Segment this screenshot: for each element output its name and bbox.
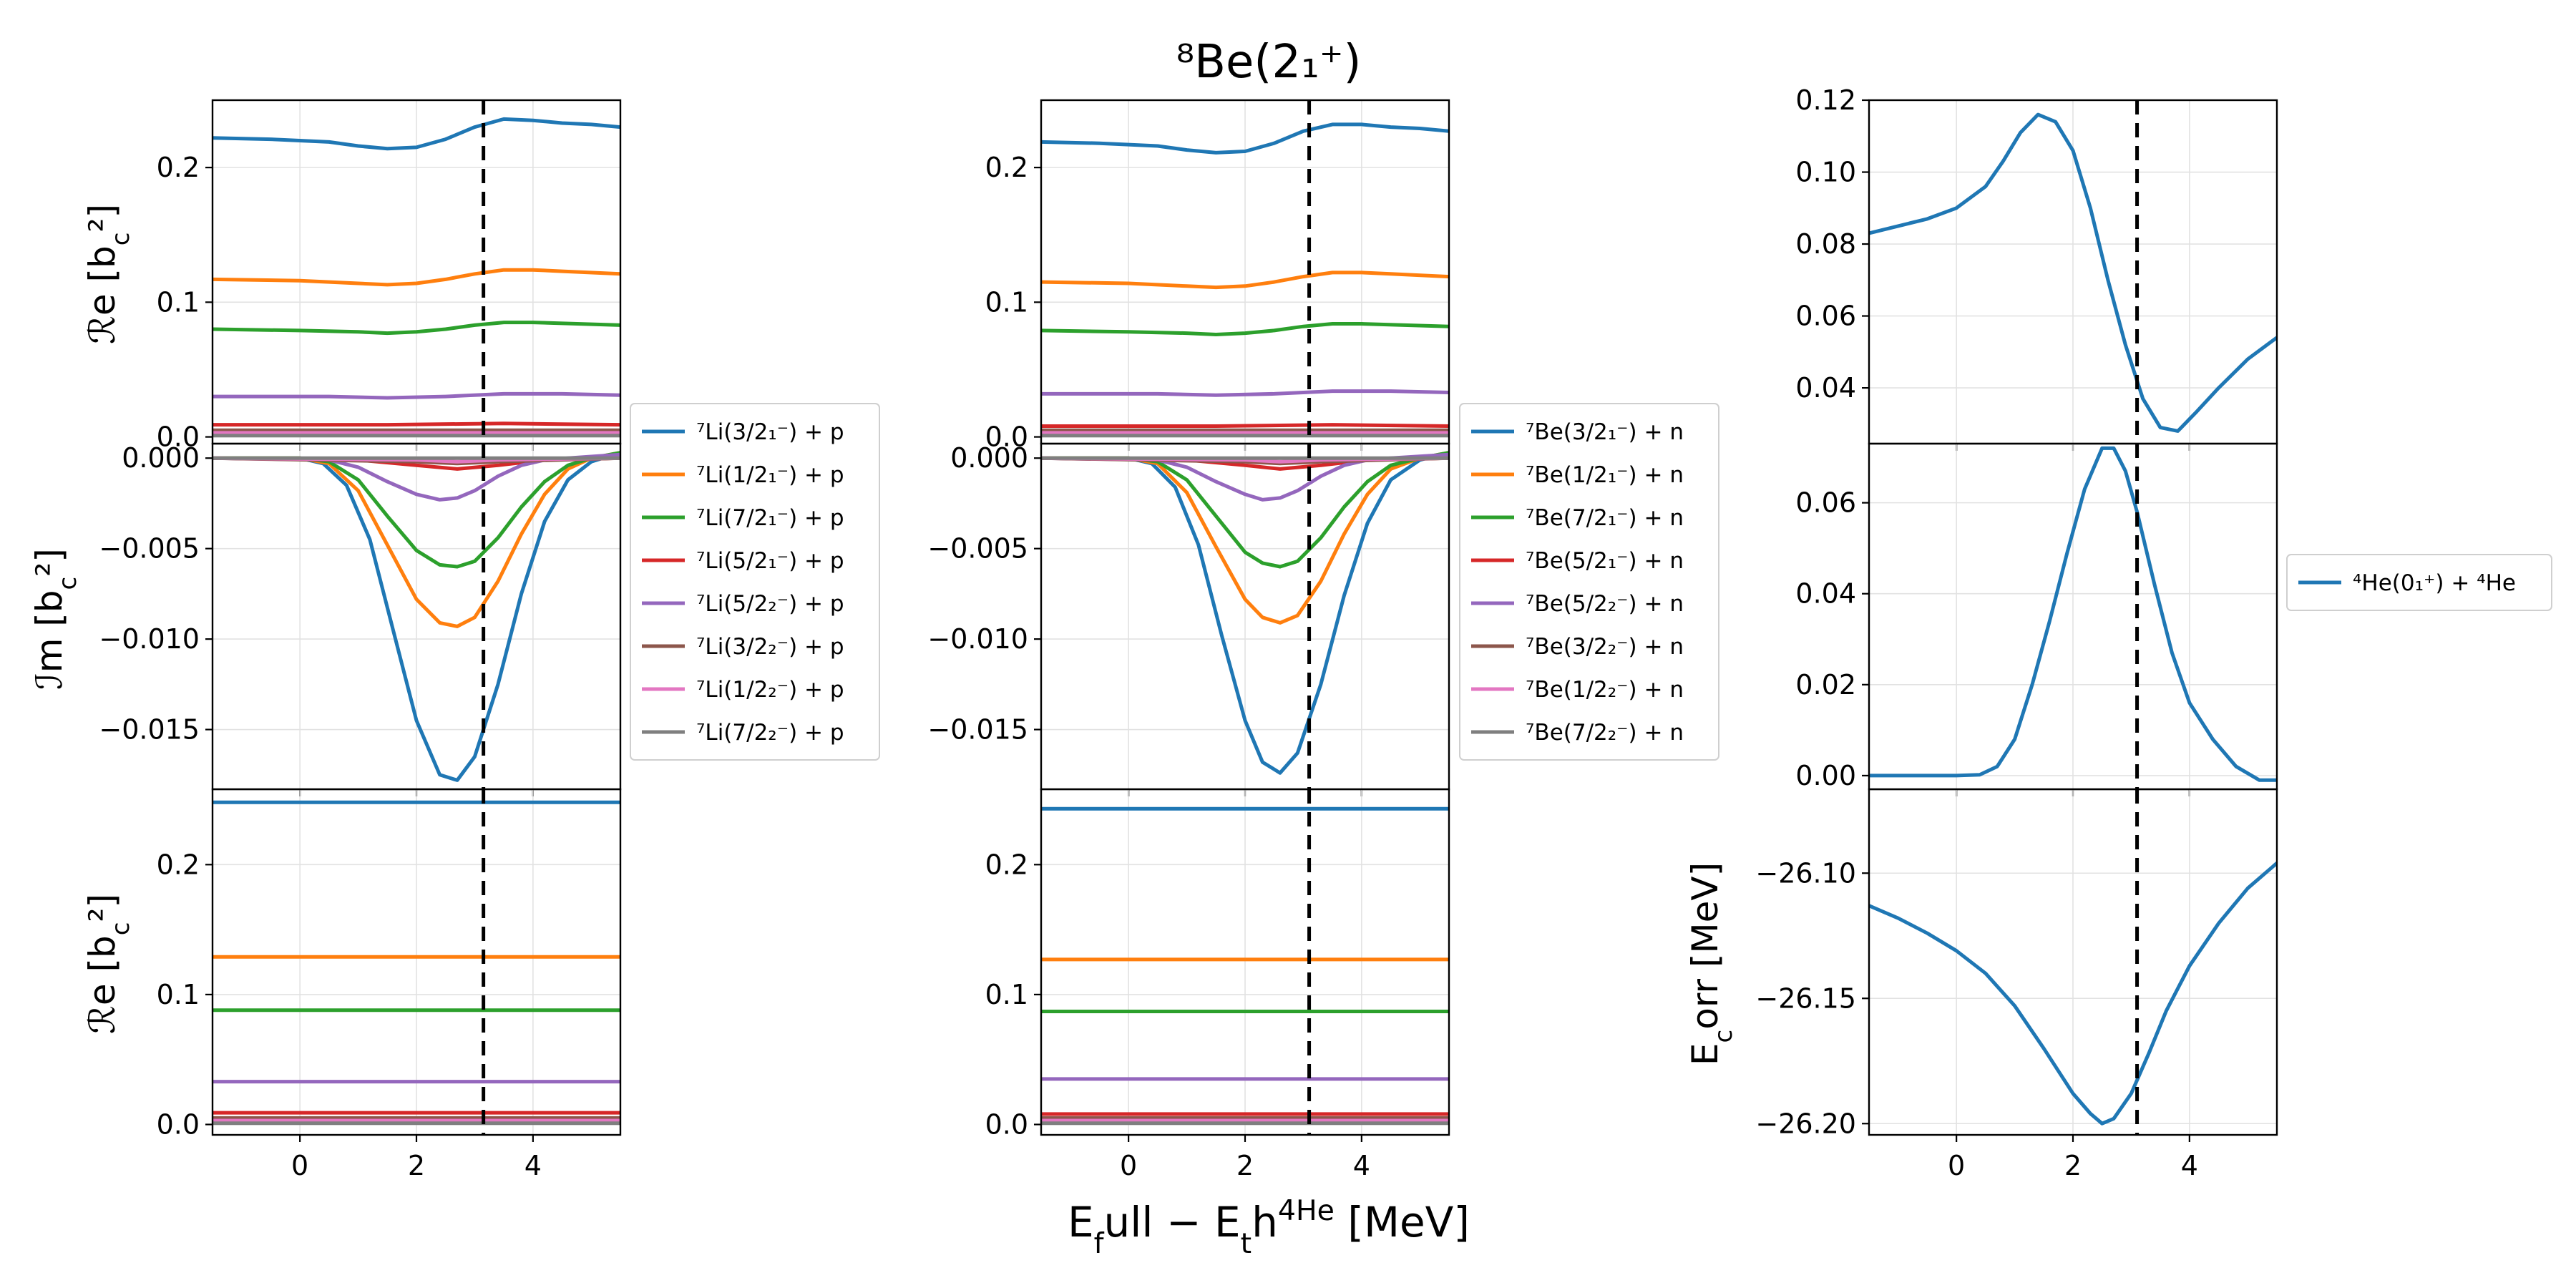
y-tick-label: 0.0 — [157, 421, 200, 453]
y-tick-label: 0.04 — [1795, 372, 1856, 404]
series-line-li-real-3 — [213, 421, 620, 427]
y-axis-label-real-bottom: ℛe [bc²] — [82, 894, 135, 1034]
panel-he-energy: −26.10 −26.15 −26.20 0 2 4 — [1755, 788, 2278, 1181]
y-tick-label: 0.000 — [950, 442, 1028, 474]
y-tick-label: 0.0 — [985, 421, 1028, 453]
x-tick-label: 2 — [408, 1150, 425, 1181]
legend-entry: ⁷Li(3/2₂⁻) + p — [696, 634, 844, 660]
x-tick-label: 2 — [2064, 1150, 2082, 1181]
series-line-he-energy-0 — [1869, 861, 2277, 1126]
y-tick-label: −0.015 — [99, 714, 200, 746]
series-line-li-imag-1 — [213, 451, 620, 628]
panel-li-imag: 0.000 −0.005 −0.010 −0.015 — [99, 442, 622, 796]
legend-he: ⁴He(0₁⁺) + ⁴He — [2286, 554, 2552, 611]
legend-entry: ⁷Be(3/2₁⁻) + n — [1526, 419, 1684, 445]
y-tick-label: −26.20 — [1755, 1108, 1856, 1139]
y-tick-label: 0.08 — [1795, 228, 1856, 260]
legend-entry: ⁷Li(7/2₂⁻) + p — [696, 720, 844, 746]
legend-entry: ⁷Be(5/2₁⁻) + n — [1526, 548, 1684, 574]
series-line-li-real-2 — [213, 321, 620, 336]
y-tick-label: 0.06 — [1795, 487, 1856, 519]
y-tick-label: 0.04 — [1795, 578, 1856, 610]
x-tick-label: 4 — [525, 1150, 542, 1181]
x-tick-label: 0 — [1948, 1150, 1965, 1181]
y-tick-label: −0.010 — [99, 623, 200, 655]
y-axis-label-energy: Ecorr [MeV] — [1684, 862, 1738, 1065]
y-tick-label: 0.06 — [1795, 301, 1856, 332]
y-tick-label: 0.02 — [1795, 669, 1856, 701]
figure-title: ⁸Be(2₁⁺) — [1176, 36, 1361, 89]
legend-frame — [2286, 554, 2552, 611]
panel-be-real: 0.0 0.1 0.2 — [985, 99, 1450, 453]
y-tick-label: 0.1 — [157, 979, 200, 1010]
y-tick-label: 0.2 — [157, 152, 200, 183]
legend-frame — [630, 403, 880, 761]
y-tick-label: −0.010 — [927, 623, 1028, 655]
series-line-be-real-4 — [1041, 389, 1449, 397]
x-tick-label: 0 — [291, 1150, 308, 1181]
y-tick-label: −0.005 — [927, 533, 1028, 565]
y-tick-label: 0.10 — [1795, 157, 1856, 188]
y-tick-label: 0.1 — [985, 979, 1028, 1010]
x-axis-label: Efull − Eth4He [MeV] — [1068, 1194, 1470, 1260]
legend-entry: ⁷Be(1/2₁⁻) + n — [1526, 462, 1684, 488]
legend-entry: ⁷Be(3/2₂⁻) + n — [1526, 634, 1684, 660]
series-line-be-imag-0 — [1041, 451, 1449, 775]
legend-entry: ⁷Be(5/2₂⁻) + n — [1526, 591, 1684, 617]
legend-entry: ⁷Li(3/2₁⁻) + p — [696, 419, 844, 445]
x-tick-label: 2 — [1236, 1150, 1254, 1181]
x-tick-label: 0 — [1120, 1150, 1137, 1181]
panel-li-real: 0.0 0.1 0.2 — [157, 99, 622, 453]
legend-entry: ⁷Li(1/2₁⁻) + p — [696, 462, 844, 488]
y-tick-label: 0.00 — [1795, 760, 1856, 791]
legend-entry: ⁷Li(1/2₂⁻) + p — [696, 677, 844, 703]
series-line-li-real-0 — [213, 117, 620, 151]
series-line-li-imag-2 — [213, 451, 620, 569]
x-tick-label: 4 — [2181, 1150, 2198, 1181]
y-axis-label-imag: ℐm [bc²] — [29, 548, 82, 690]
legend-entry: ⁷Li(5/2₂⁻) + p — [696, 591, 844, 617]
series-line-be-imag-2 — [1041, 451, 1449, 569]
legend-entry: ⁷Li(5/2₁⁻) + p — [696, 548, 844, 574]
series-line-be-real-3 — [1041, 423, 1449, 428]
y-axis-label-real-top: ℛe [bc²] — [82, 204, 135, 344]
legend-entry: ⁷Be(7/2₁⁻) + n — [1526, 505, 1684, 531]
series-line-he-real-0 — [1869, 112, 2277, 433]
y-tick-label: 0.000 — [122, 442, 200, 474]
legend-entry: ⁷Be(7/2₂⁻) + n — [1526, 720, 1684, 746]
legend-frame — [1459, 403, 1719, 761]
y-tick-label: 0.2 — [157, 849, 200, 880]
panel-be-real-lower: 0.0 0.1 0.2 0 2 4 — [985, 788, 1450, 1181]
y-tick-label: −0.015 — [927, 714, 1028, 746]
series-line-li-real-1 — [213, 268, 620, 287]
y-tick-label: 0.2 — [985, 152, 1028, 183]
y-tick-label: 0.0 — [985, 1108, 1028, 1140]
legend-entry: ⁷Be(1/2₂⁻) + n — [1526, 677, 1684, 703]
y-tick-label: 0.1 — [157, 286, 200, 318]
series-line-be-real-1 — [1041, 270, 1449, 290]
series-line-li-real-4 — [213, 391, 620, 400]
legend-be-n: ⁷Be(3/2₁⁻) + n ⁷Be(1/2₁⁻) + n ⁷Be(7/2₁⁻) +… — [1459, 403, 1719, 761]
y-tick-label: −0.005 — [99, 533, 200, 565]
y-tick-label: 0.1 — [985, 286, 1028, 318]
series-line-be-imag-1 — [1041, 451, 1449, 625]
series-line-be-real-0 — [1041, 122, 1449, 155]
panel-li-real-lower: 0.0 0.1 0.2 0 2 4 — [157, 788, 622, 1181]
y-tick-label: 0.2 — [985, 849, 1028, 880]
legend-entry: ⁴He(0₁⁺) + ⁴He — [2353, 570, 2516, 596]
series-line-li-imag-0 — [213, 451, 620, 782]
legend-entry: ⁷Li(7/2₁⁻) + p — [696, 505, 844, 531]
series-line-be-real-2 — [1041, 322, 1449, 336]
legend-li-p: ⁷Li(3/2₁⁻) + p ⁷Li(1/2₁⁻) + p ⁷Li(7/2₁⁻) +… — [630, 403, 880, 761]
y-tick-label: −26.10 — [1755, 857, 1856, 889]
y-tick-label: 0.12 — [1795, 84, 1856, 116]
x-tick-label: 4 — [1353, 1150, 1370, 1181]
y-tick-label: 0.0 — [157, 1108, 200, 1140]
y-tick-label: −26.15 — [1755, 982, 1856, 1014]
series-line-he-imag-0 — [1869, 446, 2277, 782]
